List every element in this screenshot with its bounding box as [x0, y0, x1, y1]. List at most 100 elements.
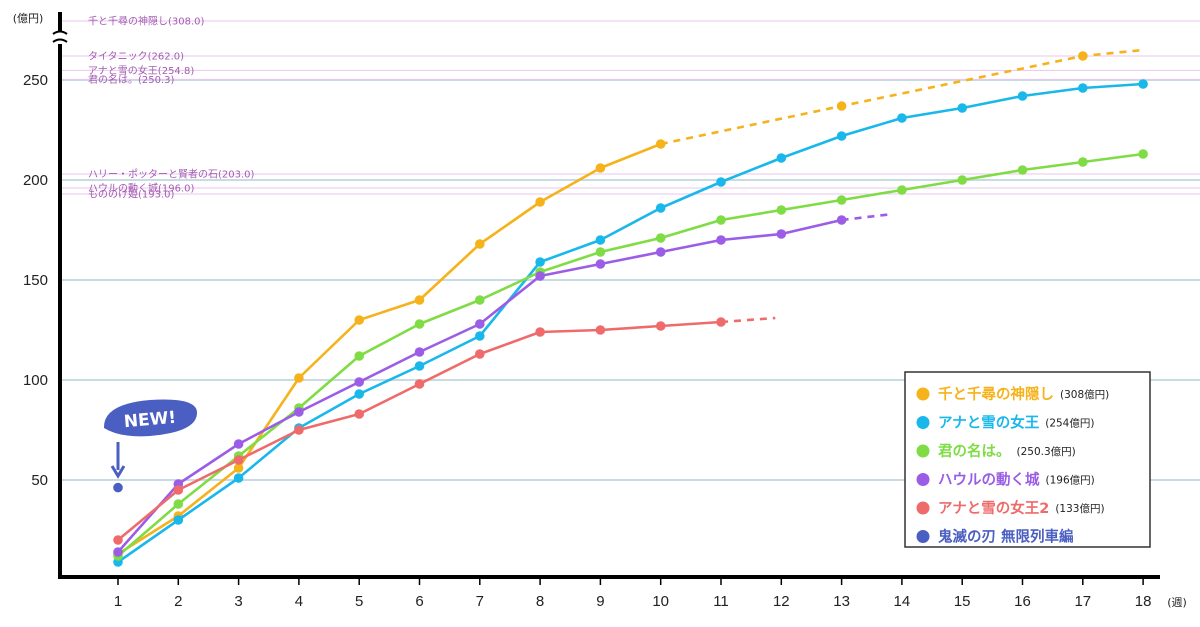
legend-label-5: 鬼滅の刃 無限列車編	[938, 528, 1074, 546]
reference-label-0: 千と千尋の神隠し(308.0)	[88, 15, 205, 28]
data-point-0-8	[595, 163, 606, 173]
data-point-2-13	[897, 185, 907, 195]
data-point-4-0	[113, 535, 123, 545]
data-point-1-5	[414, 361, 425, 371]
new-badge-text: NEW!	[123, 408, 177, 432]
data-point-3-9	[655, 247, 666, 257]
x-tick-label-10: 10	[652, 593, 669, 610]
data-point-4-10	[716, 317, 726, 327]
data-point-1-13	[897, 113, 907, 123]
data-point-3-12	[836, 215, 847, 225]
data-point-1-1	[173, 515, 184, 525]
y-tick-label-250: 250	[23, 72, 48, 89]
series-projection-4	[720, 316, 776, 324]
data-point-3-2	[233, 439, 244, 449]
x-tick-label-12: 12	[773, 593, 790, 610]
reference-label-2: アナと雪の女王(254.8)	[88, 64, 194, 77]
legend-marker-0	[916, 387, 930, 401]
x-tick-label-4: 4	[295, 593, 303, 610]
series-line-3	[117, 218, 842, 553]
data-point-0-3	[294, 373, 304, 383]
x-tick-label-17: 17	[1074, 593, 1091, 610]
data-point-2-11	[776, 205, 787, 215]
data-point-3-7	[535, 271, 545, 281]
data-point-1-16	[1078, 83, 1088, 93]
axis-break-mark-top	[52, 30, 68, 35]
x-tick-label-5: 5	[355, 593, 363, 610]
data-point-0-5	[414, 295, 425, 305]
series-projection-0	[660, 48, 1144, 146]
legend-total-2: (250.3億円)	[1017, 445, 1076, 458]
legend-label-1: アナと雪の女王	[938, 414, 1040, 432]
data-point-1-15	[1017, 91, 1028, 101]
legend-total-0: (308億円)	[1060, 388, 1109, 401]
data-point-1-9	[655, 203, 666, 213]
x-tick-label-18: 18	[1135, 593, 1152, 610]
x-tick-label-7: 7	[476, 593, 484, 610]
data-point-1-17	[1138, 79, 1148, 89]
data-point-3-11	[776, 229, 787, 239]
data-point-4-2	[233, 455, 244, 465]
data-point-4-9	[655, 321, 666, 331]
data-point-0-9	[655, 139, 666, 149]
legend-label-4: アナと雪の女王2	[938, 499, 1049, 517]
axis-break-mark-bottom	[52, 38, 68, 43]
series-line-0	[117, 142, 662, 556]
legend-total-3: (196億円)	[1046, 474, 1095, 487]
legend-layer: 千と千尋の神隠し (308億円) アナと雪の女王 (254億円) 君の名は。 (250.3…	[904, 371, 1151, 548]
data-point-1-7	[535, 257, 545, 267]
reference-label-5: ハウルの動く城(196.0)	[88, 182, 195, 195]
x-tick-label-14: 14	[894, 593, 911, 610]
x-tick-label-1: 1	[114, 593, 122, 610]
x-tick-label-6: 6	[415, 593, 423, 610]
data-point-4-8	[595, 325, 606, 335]
reference-label-4: ハリー・ポッターと賢者の石(203.0)	[88, 169, 255, 181]
data-point-3-6	[475, 319, 485, 329]
legend-total-4: (133億円)	[1055, 502, 1104, 515]
y-tick-label-200: 200	[23, 172, 48, 189]
data-point-2-12	[836, 195, 847, 205]
data-point-3-5	[414, 347, 425, 357]
legend-label-0: 千と千尋の神隠し	[938, 385, 1054, 403]
data-point-0-4	[354, 315, 365, 325]
data-point-2-9	[655, 233, 666, 243]
series-layer	[113, 48, 1148, 567]
data-point-2-16	[1078, 157, 1088, 167]
data-point-3-3	[294, 407, 304, 417]
data-point-1-2	[233, 473, 244, 483]
data-point-2-5	[414, 319, 425, 329]
data-point-2-4	[354, 351, 365, 361]
y-unit-label: (億円)	[13, 12, 44, 25]
reference-label-6: もののけ姫(193.0)	[88, 188, 175, 201]
data-point-2-10	[716, 215, 726, 225]
data-point-2-6	[475, 295, 485, 305]
data-point-2-17	[1138, 149, 1148, 159]
data-point-2-1	[173, 499, 184, 509]
legend-marker-1	[916, 416, 930, 429]
legend-label-3: ハウルの動く城	[938, 471, 1040, 489]
legend-marker-3	[916, 473, 930, 486]
x-tick-label-2: 2	[174, 593, 182, 610]
data-point-0-10	[836, 101, 847, 111]
data-point-4-5	[414, 379, 425, 389]
data-point-0-11	[1078, 51, 1088, 61]
data-point-3-8	[595, 259, 606, 269]
data-point-2-15	[1017, 165, 1028, 175]
y-tick-label-100: 100	[23, 372, 48, 389]
data-point-4-4	[354, 409, 365, 419]
x-tick-label-11: 11	[713, 593, 729, 610]
data-point-3-4	[354, 377, 365, 387]
data-point-1-12	[836, 131, 847, 141]
x-unit-label: (週)	[1167, 596, 1187, 609]
reference-label-1: タイタニック(262.0)	[88, 51, 184, 63]
annotation-layer: NEW!	[103, 399, 198, 479]
y-tick-label-50: 50	[31, 472, 48, 489]
legend-box	[904, 371, 1151, 548]
x-tick-label-3: 3	[234, 593, 242, 610]
data-point-4-3	[294, 425, 304, 435]
x-tick-label-8: 8	[536, 593, 544, 610]
data-point-1-4	[354, 389, 365, 399]
reference-lines-layer: 千と千尋の神隠し(308.0) タイタニック(262.0)アナと雪の女王(254.…	[60, 15, 1200, 201]
